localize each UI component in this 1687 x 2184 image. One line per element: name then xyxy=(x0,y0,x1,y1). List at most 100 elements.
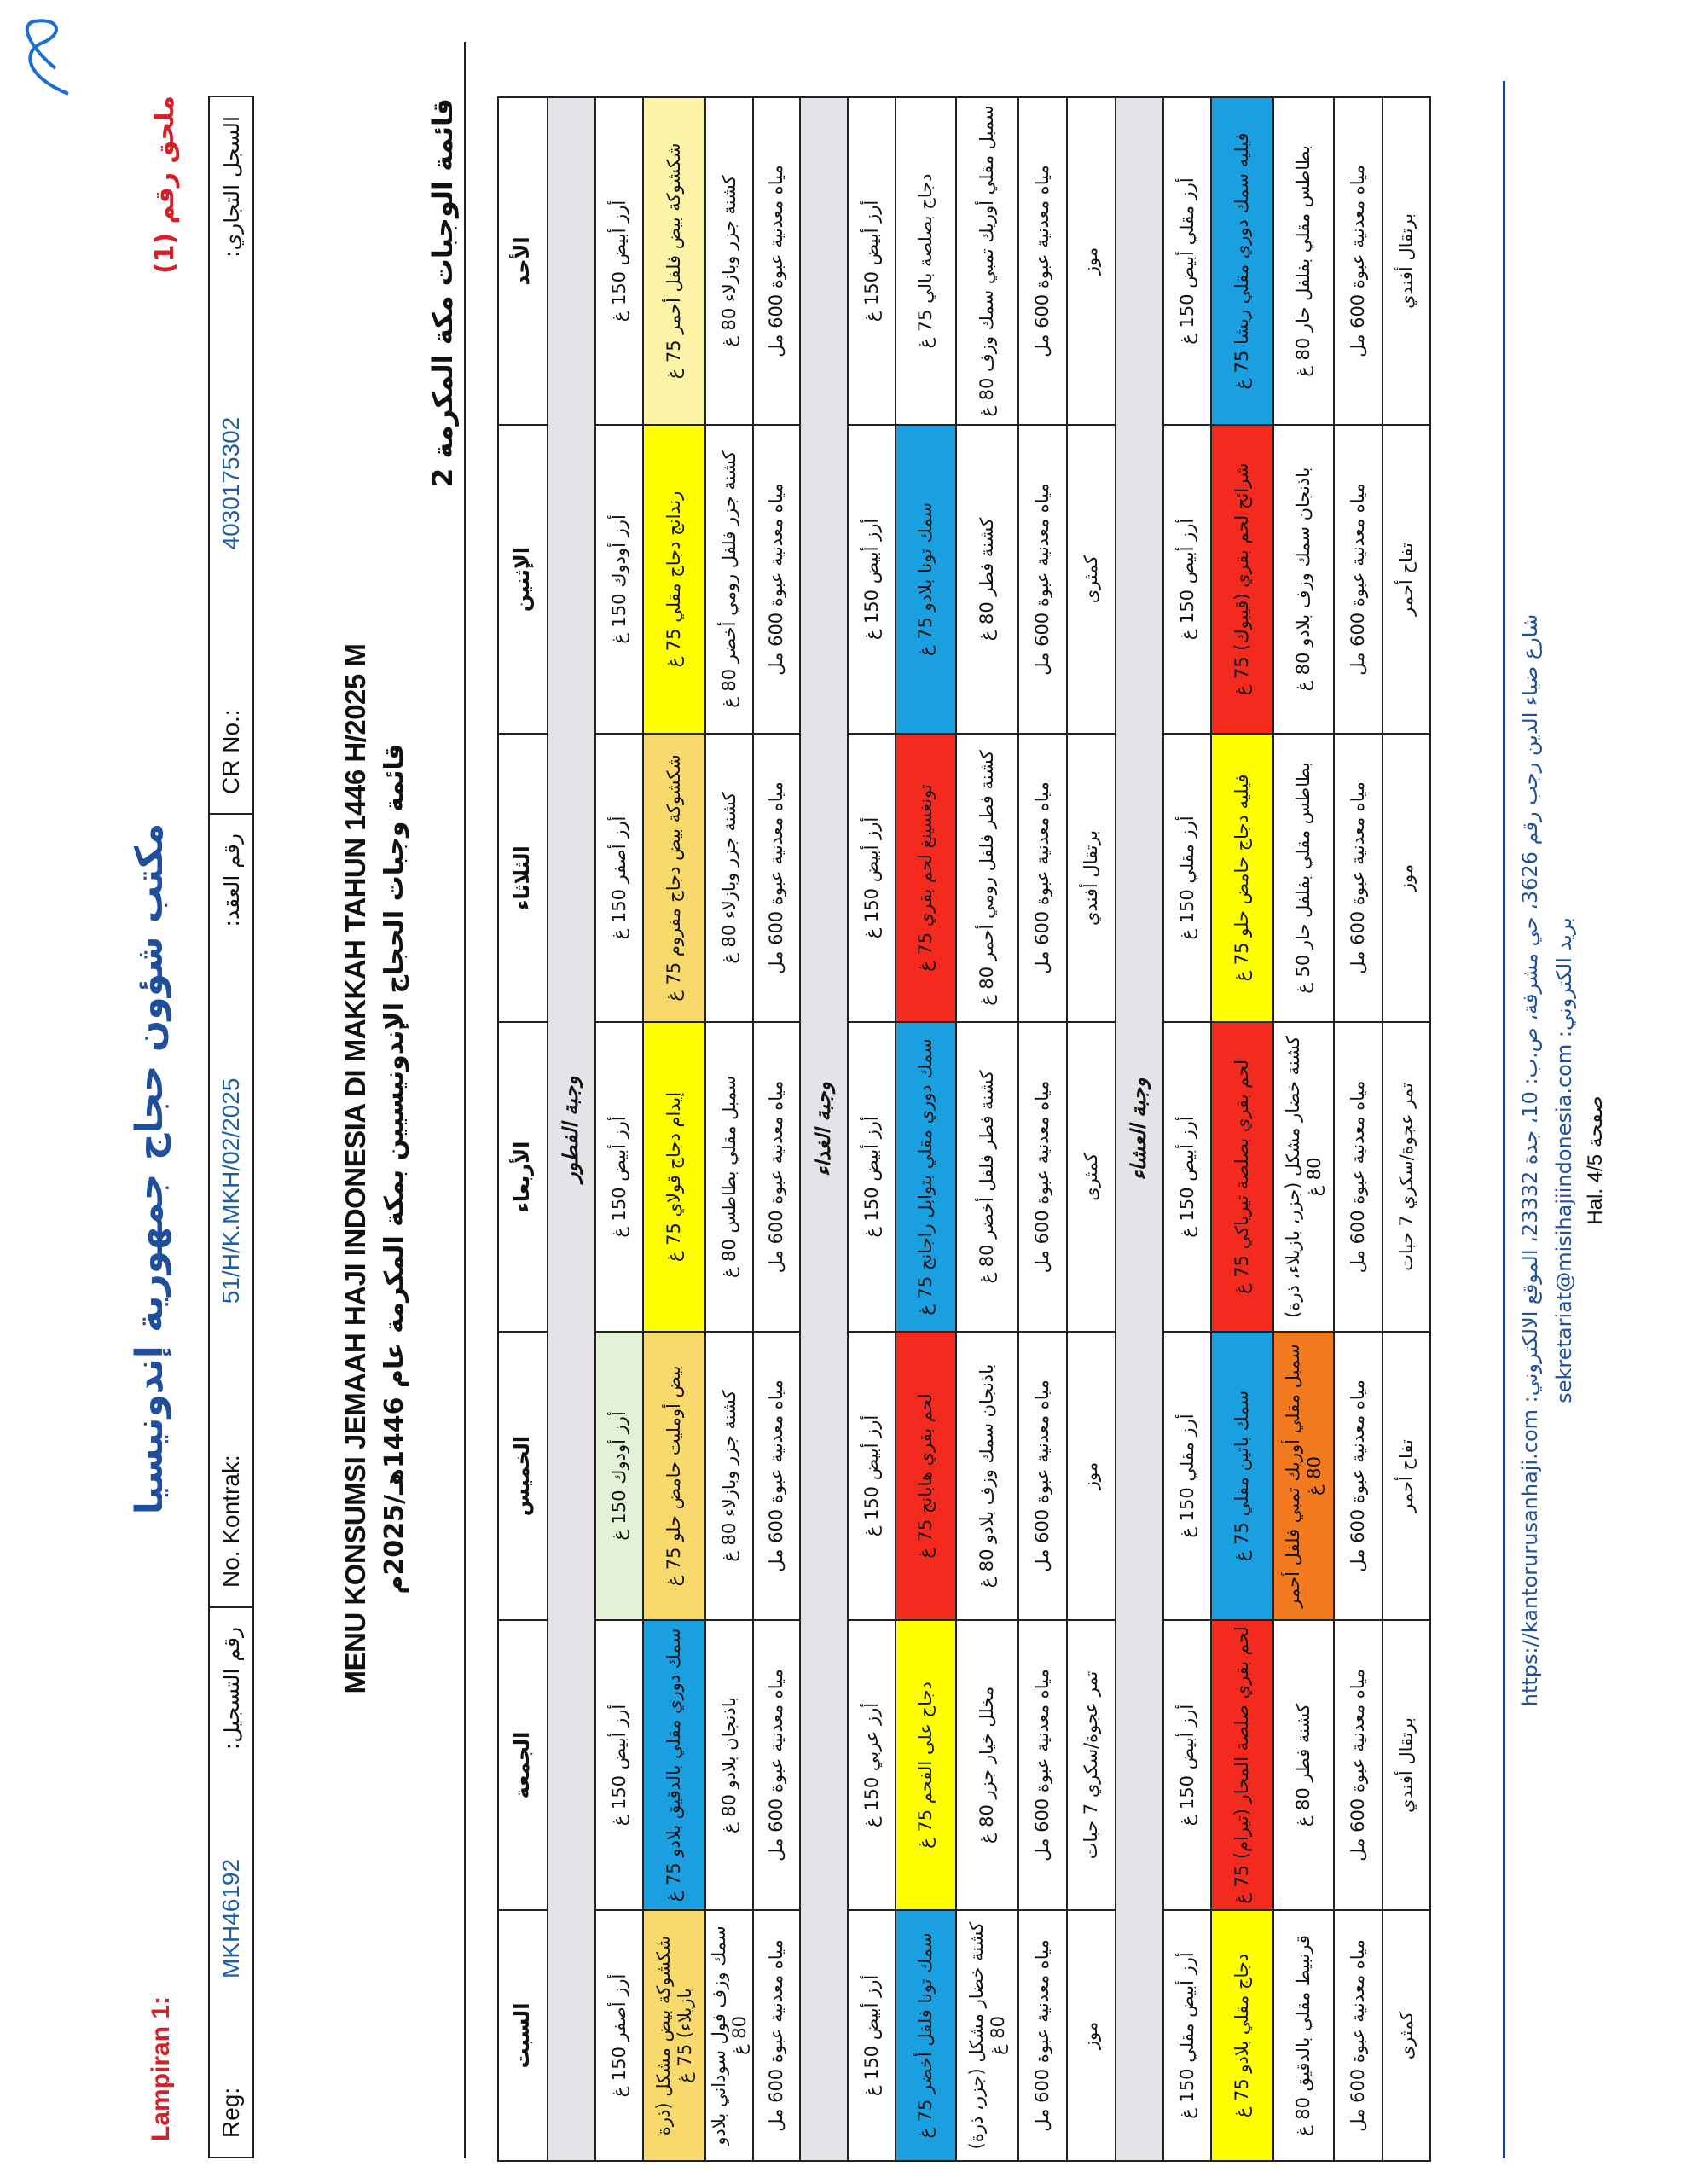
menu-cell: أرز أصفر 150 غ xyxy=(595,734,643,1022)
menu-cell: مياه معدنية عبوة 600 مل xyxy=(1334,1620,1383,1910)
table-row: برتقال أفندي تفاح أحمر موز تمر عجوة/سكري 7 … xyxy=(1383,97,1430,2161)
day-header: الأحد xyxy=(498,97,548,425)
menu-cell: تونغسينغ لحم بقري 75 غ xyxy=(896,734,956,1022)
menu-cell: مياه معدنية عبوة 600 مل xyxy=(1334,425,1383,734)
menu-cell: شكشوكة بيض دجاج مفروم 75 غ xyxy=(643,734,705,1022)
menu-cell: أرز أودوك 150 غ xyxy=(595,425,643,734)
table-row: موز كمثرى برتقال أفندي كمثرى موز تمر عجوة/سكر… xyxy=(1067,97,1116,2161)
menu-cell: أرز أبيض مقلي 150 غ xyxy=(1163,1910,1211,2161)
menu-cell: مياه معدنية عبوة 600 مل xyxy=(1334,1022,1383,1332)
table-row: كشنة جزر وبازلاء 80 غ كشنة جزر فلفل رومي … xyxy=(705,97,753,2161)
menu-cell: أرز عربي 150 غ xyxy=(848,1620,896,1910)
menu-cell: برتقال أفندي xyxy=(1383,97,1430,425)
reg-value: MKH46192 xyxy=(217,1858,244,1978)
divider xyxy=(464,42,466,2158)
meal-section-row: وجبة الغداء xyxy=(800,97,848,2161)
menu-cell: مياه معدنية عبوة 600 مل xyxy=(753,1910,800,2161)
menu-cell: تمر عجوة/سكري 7 حبات xyxy=(1067,1620,1116,1910)
menu-cell: كشنة فطر فلفل أخضر 80 غ xyxy=(956,1022,1018,1332)
footer-page-number: صفحة Hal. 4/5 xyxy=(1583,478,1608,1843)
menu-cell: مياه معدنية عبوة 600 مل xyxy=(753,734,800,1022)
menu-cell: أرز أبيض 150 غ xyxy=(1163,425,1211,734)
menu-cell: مياه معدنية عبوة 600 مل xyxy=(1018,1910,1067,2161)
table-row: أرز أبيض 150 غ أرز أودوك 150 غ أرز أصفر 15… xyxy=(595,97,643,2161)
menu-cell: كمثرى xyxy=(1067,1022,1116,1332)
contract-cell: No. Kontrak: 51/H/K.MKH/02/2025 رقم العق… xyxy=(210,815,252,1608)
menu-cell: مياه معدنية عبوة 600 مل xyxy=(1018,1620,1067,1910)
menu-cell: قرنبيط مقلي بالدقيق 80 غ xyxy=(1273,1910,1334,2161)
table-row: أرز مقلي أبيض 150 غ أرز أبيض 150 غ أرز مقل… xyxy=(1163,97,1211,2161)
menu-cell: كمثرى xyxy=(1067,425,1116,734)
menu-cell: أرز أبيض 150 غ xyxy=(848,1022,896,1332)
footer-divider xyxy=(1503,81,1505,2158)
menu-cell: أرز أبيض 150 غ xyxy=(848,97,896,425)
menu-cell: كشنة جزر وبازلاء 80 غ xyxy=(705,97,753,425)
day-header: الأربعاء xyxy=(498,1022,548,1332)
table-row: بطاطس مقلي بفلفل حار 80 غ باذنجان سمك وزف… xyxy=(1273,97,1334,2161)
meal-section-label: وجبة الفطور xyxy=(548,97,595,2161)
day-header: الإثنين xyxy=(498,425,548,734)
menu-cell: سمبل مقلي أوريك تمبي فلفل أحمر 80 غ xyxy=(1273,1332,1334,1620)
menu-cell: تفاح أحمر xyxy=(1383,1332,1430,1620)
menu-cell: أرز مقلي 150 غ xyxy=(1163,1332,1211,1620)
meal-section-row: وجبة العشاء xyxy=(1116,97,1163,2161)
menu-cell: شكشوكة بيض فلفل أحمر 75 غ xyxy=(643,97,705,425)
menu-cell: موز xyxy=(1383,734,1430,1022)
menu-cell: مياه معدنية عبوة 600 مل xyxy=(1018,734,1067,1022)
menu-cell: باذنجان بلادو 80 غ xyxy=(705,1620,753,1910)
menu-cell: كمثرى xyxy=(1383,1910,1430,2161)
cr-label: CR No.: xyxy=(217,709,244,794)
menu-cell: باذنجان سمك وزف بلادو 80 غ xyxy=(956,1332,1018,1620)
menu-cell: أرز أبيض 150 غ xyxy=(848,1332,896,1620)
menu-cell: مخلل خيار جزر 80 غ xyxy=(956,1620,1018,1910)
menu-cell: أرز أبيض 150 غ xyxy=(595,1620,643,1910)
menu-cell: مياه معدنية عبوة 600 مل xyxy=(1334,1332,1383,1620)
reg-label: Reg: xyxy=(217,2087,244,2138)
menu-cell: سمك تونا بلادو 75 غ xyxy=(896,425,956,734)
menu-table: الأحد الإثنين الثلاثاء الأربعاء الخميس الجمعة… xyxy=(497,96,1431,2162)
main-title: MENU KONSUMSI JEMAAH HAJI INDONESIA DI M… xyxy=(339,643,371,1694)
menu-cell: دجاج بصلصة بالي 75 غ xyxy=(896,97,956,425)
menu-cell: سمك وزف فول سوداني بلادو 80 غ xyxy=(705,1910,753,2161)
menu-cell: سمبل مقلي أوريك تمبي سمك وزف 80 غ xyxy=(956,97,1018,425)
menu-cell: مياه معدنية عبوة 600 مل xyxy=(1334,97,1383,425)
menu-cell: أرز أصفر 150 غ xyxy=(595,1910,643,2161)
footer-email: بريد الكتروني: sekretariat@misihajiindon… xyxy=(1552,917,1576,1403)
menu-cell: شرائح لحم بقري (قيبوك) 75 غ xyxy=(1211,425,1273,734)
sub-title: قائمة وجبات الحجاج الإندونيسيين بمكة الم… xyxy=(380,743,409,1594)
table-row: مياه معدنية عبوة 600 مل مياه معدنية عبوة … xyxy=(753,97,800,2161)
registration-info-box: Reg: MKH46192 رقم التسجيل: No. Kontrak: … xyxy=(208,96,254,2158)
menu-cell: كشنة جزر وبازلاء 80 غ xyxy=(705,734,753,1022)
annex-label-arabic: ملحق رقم (1) xyxy=(150,96,180,275)
menu-cell: أرز مقلي 150 غ xyxy=(1163,734,1211,1022)
menu-cell: بطاطس مقلي بفلفل حار 80 غ xyxy=(1273,97,1334,425)
menu-cell: مياه معدنية عبوة 600 مل xyxy=(753,1022,800,1332)
menu-cell: مياه معدنية عبوة 600 مل xyxy=(753,1620,800,1910)
menu-cell: أرز أودوك 150 غ xyxy=(595,1332,643,1620)
day-header: السبت xyxy=(498,1910,548,2161)
menu-cell: بطاطس مقلي بفلفل حار 50 غ xyxy=(1273,734,1334,1022)
menu-cell: مياه معدنية عبوة 600 مل xyxy=(753,1332,800,1620)
menu-cell: أرز أبيض 150 غ xyxy=(595,97,643,425)
menu-cell: مياه معدنية عبوة 600 مل xyxy=(753,425,800,734)
menu-cell: أرز مقلي أبيض 150 غ xyxy=(1163,97,1211,425)
menu-cell: موز xyxy=(1067,1332,1116,1620)
menu-cell: مياه معدنية عبوة 600 مل xyxy=(1334,734,1383,1022)
meal-section-label: وجبة العشاء xyxy=(1116,97,1163,2161)
menu-cell: شكشوكة بيض مشكل (ذرة بازيلاء) 75 غ xyxy=(643,1910,705,2161)
signature-mark-icon xyxy=(25,19,69,96)
menu-cell: دجاج على الفحم 75 غ xyxy=(896,1620,956,1910)
organization-title: مكتب شؤون حجاج جمهورية إندونيسيا xyxy=(128,822,171,1515)
table-row: شكشوكة بيض فلفل أحمر 75 غ رندانج دجاج مقل… xyxy=(643,97,705,2161)
menu-cell: باذنجان سمك وزف بلادو 80 غ xyxy=(1273,425,1334,734)
contract-value: 51/H/K.MKH/02/2025 xyxy=(217,1077,244,1304)
menu-cell: سمك دوري مقلي بتوابل راجانج 75 غ xyxy=(896,1022,956,1332)
contract-label-arabic: رقم العقد: xyxy=(218,834,244,927)
cr-value: 4030175302 xyxy=(217,416,244,550)
list-title: قائمة الوجبات مكة المكرمة 2 xyxy=(426,98,459,488)
table-row: أرز أبيض 150 غ أرز أبيض 150 غ أرز أبيض 150… xyxy=(848,97,896,2161)
footer-address: شارع ضياء الدين رجب رقم 3626، حي مشرفة، … xyxy=(1518,613,1542,1707)
cr-cell: CR No.: 4030175302 السجل التجاري: xyxy=(210,97,252,815)
